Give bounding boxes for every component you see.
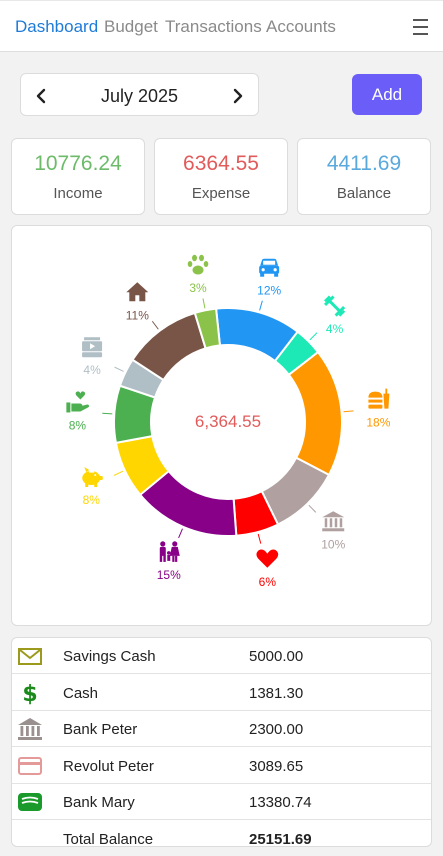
expense-label: Expense <box>191 185 251 202</box>
month-selector: July 2025 <box>20 73 259 116</box>
expense-chart-card: 12% 4% 18% 10% 6% 15% 8% 8% 4% 11% 3% 6,364.55 <box>11 225 432 626</box>
account-row[interactable]: Revolut Peter 3089.65 <box>12 748 431 784</box>
tab-dashboard[interactable]: Dashboard <box>15 17 99 36</box>
piggy-bank-icon <box>82 467 103 488</box>
account-icon-slot: $ <box>16 681 44 705</box>
account-amount: 25151.69 <box>249 830 312 847</box>
account-amount: 1381.30 <box>249 684 304 702</box>
account-amount: 5000.00 <box>249 648 304 665</box>
chevron-right-icon <box>233 88 243 103</box>
account-amount: 13380.74 <box>249 794 312 811</box>
account-icon-slot <box>16 790 44 814</box>
total-balance-row: Total Balance 25151.69 <box>12 821 431 847</box>
bank-icon <box>322 511 345 532</box>
fastfood-icon <box>368 388 390 409</box>
balance-card: 4411.69 Balance <box>297 138 431 215</box>
account-icon-slot <box>16 644 44 668</box>
month-prev-button[interactable] <box>23 74 59 117</box>
account-row[interactable]: Bank Peter 2300.00 <box>12 711 431 747</box>
slice-leader-line <box>343 410 354 413</box>
svg-text:$: $ <box>22 682 37 705</box>
expense-card: 6364.55 Expense <box>154 138 288 215</box>
slice-percent-label: 4% <box>326 322 344 336</box>
slice-leader-line <box>257 533 262 544</box>
wallet-icon <box>18 793 42 811</box>
slice-percent-label: 4% <box>83 363 101 377</box>
hamburger-icon[interactable] <box>413 19 428 35</box>
slice-leader-line <box>202 298 206 309</box>
account-row[interactable]: Savings Cash 5000.00 <box>12 638 431 674</box>
account-amount: 3089.65 <box>249 757 304 775</box>
slice-percent-label: 18% <box>366 416 390 430</box>
account-icon-slot <box>16 754 44 778</box>
slice-percent-label: 8% <box>69 418 87 432</box>
month-next-button[interactable] <box>220 74 256 117</box>
income-value: 10776.24 <box>34 152 122 175</box>
account-name: Total Balance <box>63 830 154 847</box>
home-icon <box>126 282 149 302</box>
slice-percent-label: 15% <box>157 568 181 582</box>
slice-leader-line <box>151 320 159 330</box>
chart-center-total: 6,364.55 <box>195 412 261 431</box>
slice-leader-line <box>308 504 317 513</box>
account-amount: 2300.00 <box>249 721 304 738</box>
add-button[interactable]: Add <box>352 74 422 115</box>
top-navbar: Dashboard Budget Transactions Accounts <box>0 0 443 52</box>
donut-slice[interactable] <box>193 307 222 350</box>
slice-percent-label: 12% <box>257 284 281 298</box>
slice-percent-label: 11% <box>126 308 149 322</box>
account-name: Bank Mary <box>63 794 135 811</box>
heart-icon <box>256 549 279 568</box>
account-row[interactable]: $ Cash 1381.30 <box>12 675 431 711</box>
account-icon-slot <box>16 827 44 847</box>
paw-icon <box>187 254 209 275</box>
car-icon <box>259 258 280 277</box>
dollar-icon: $ <box>22 682 37 705</box>
account-name: Cash <box>63 684 99 702</box>
hand-heart-icon <box>66 391 89 413</box>
tab-transactions[interactable]: Transactions <box>165 17 262 36</box>
slice-leader-line <box>178 528 183 539</box>
slice-percent-label: 6% <box>259 575 277 589</box>
slice-leader-line <box>309 332 318 341</box>
accounts-list: Savings Cash 5000.00 $ Cash 1381.30 Bank Pete… <box>11 637 432 847</box>
expense-donut-chart: 12% 4% 18% 10% 6% 15% 8% 8% 4% 11% 3% 6,364.55 <box>66 254 391 589</box>
expense-value: 6364.55 <box>183 152 259 175</box>
family-icon <box>159 541 180 562</box>
slice-leader-line <box>114 366 124 372</box>
tab-budget[interactable]: Budget <box>104 17 158 36</box>
account-name: Savings Cash <box>63 648 156 665</box>
slice-leader-line <box>259 300 263 311</box>
account-name: Revolut Peter <box>63 757 154 775</box>
tab-accounts[interactable]: Accounts <box>266 17 336 36</box>
account-row[interactable]: Bank Mary 13380.74 <box>12 784 431 820</box>
slice-leader-line <box>113 470 124 476</box>
credit-card-icon <box>18 756 42 775</box>
account-icon-slot <box>16 717 44 741</box>
account-name: Bank Peter <box>63 721 138 738</box>
balance-value: 4411.69 <box>326 152 402 175</box>
month-label: July 2025 <box>100 86 179 106</box>
income-card: 10776.24 Income <box>11 138 145 215</box>
balance-label: Balance <box>336 185 392 202</box>
cash-register-icon <box>82 337 103 358</box>
fitness-icon <box>323 295 346 317</box>
slice-percent-label: 8% <box>83 493 101 507</box>
slice-percent-label: 3% <box>189 281 207 295</box>
slice-leader-line <box>102 412 113 415</box>
slice-percent-label: 10% <box>321 537 345 551</box>
envelope-icon <box>18 648 42 665</box>
donut-slice[interactable] <box>287 350 343 477</box>
income-label: Income <box>53 185 103 202</box>
bank-icon <box>18 718 42 740</box>
chevron-left-icon <box>36 88 46 103</box>
